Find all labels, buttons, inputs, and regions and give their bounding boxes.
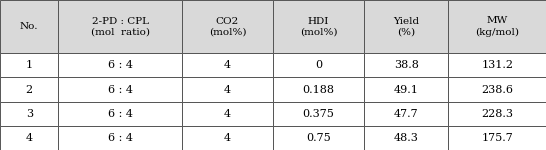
Bar [448,77,546,102]
Bar [273,53,364,77]
Bar [364,102,448,126]
Text: 38.8: 38.8 [394,60,419,70]
Text: 6 : 4: 6 : 4 [108,133,133,143]
Bar [182,126,273,150]
Bar [58,102,182,126]
Text: 47.7: 47.7 [394,109,419,119]
Text: 4: 4 [224,60,231,70]
Bar [273,77,364,102]
Bar [0,126,58,150]
Bar [182,0,273,53]
Bar [0,53,58,77]
Bar [0,0,58,53]
Bar [273,126,364,150]
Bar [364,53,448,77]
Bar [364,77,448,102]
Bar [448,0,546,53]
Text: 3: 3 [26,109,33,119]
Text: Yield
(%): Yield (%) [393,16,419,37]
Bar [58,53,182,77]
Text: 0.188: 0.188 [302,85,335,94]
Bar [448,102,546,126]
Text: 228.3: 228.3 [481,109,513,119]
Bar [0,102,58,126]
Bar [182,53,273,77]
Bar [364,126,448,150]
Text: 6 : 4: 6 : 4 [108,85,133,94]
Text: 0.375: 0.375 [302,109,335,119]
Bar [273,102,364,126]
Text: HDI
(mol%): HDI (mol%) [300,16,337,37]
Text: CO2
(mol%): CO2 (mol%) [209,16,246,37]
Text: 4: 4 [224,133,231,143]
Text: 6 : 4: 6 : 4 [108,109,133,119]
Text: MW
(kg/mol): MW (kg/mol) [475,16,519,37]
Text: 0.75: 0.75 [306,133,331,143]
Text: 0: 0 [315,60,322,70]
Bar [448,53,546,77]
Text: 4: 4 [224,109,231,119]
Text: 48.3: 48.3 [394,133,419,143]
Text: No.: No. [20,22,39,31]
Text: 49.1: 49.1 [394,85,419,94]
Bar [182,102,273,126]
Text: 1: 1 [26,60,33,70]
Text: 6 : 4: 6 : 4 [108,60,133,70]
Text: 4: 4 [224,85,231,94]
Text: 2: 2 [26,85,33,94]
Bar [273,0,364,53]
Text: 131.2: 131.2 [481,60,513,70]
Bar [58,126,182,150]
Text: 175.7: 175.7 [482,133,513,143]
Text: 4: 4 [26,133,33,143]
Bar [364,0,448,53]
Text: 238.6: 238.6 [481,85,513,94]
Bar [58,77,182,102]
Bar [0,77,58,102]
Bar [448,126,546,150]
Bar [58,0,182,53]
Bar [182,77,273,102]
Text: 2-PD : CPL
(mol  ratio): 2-PD : CPL (mol ratio) [91,16,150,37]
